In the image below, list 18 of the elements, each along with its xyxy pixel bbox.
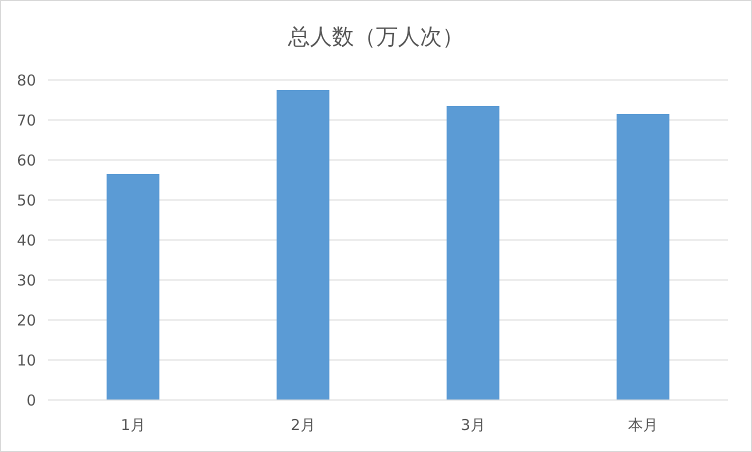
x-tick-label: 1月	[120, 416, 146, 434]
y-tick-label: 0	[26, 391, 36, 410]
bar	[276, 90, 330, 400]
x-tick-label: 本月	[628, 416, 658, 434]
y-tick-label: 50	[16, 191, 36, 210]
bar	[616, 114, 670, 400]
x-tick-label: 2月	[290, 416, 316, 434]
y-tick-label: 80	[16, 71, 36, 90]
y-tick-label: 40	[16, 231, 36, 250]
y-tick-label: 30	[16, 271, 36, 290]
bar	[446, 106, 500, 400]
x-tick-label: 3月	[460, 416, 486, 434]
y-tick-label: 60	[16, 151, 36, 170]
bar	[106, 174, 160, 400]
y-tick-label: 20	[16, 311, 36, 330]
y-tick-label: 70	[16, 111, 36, 130]
y-tick-label: 10	[16, 351, 36, 370]
chart-title: 总人数（万人次）	[287, 25, 464, 50]
